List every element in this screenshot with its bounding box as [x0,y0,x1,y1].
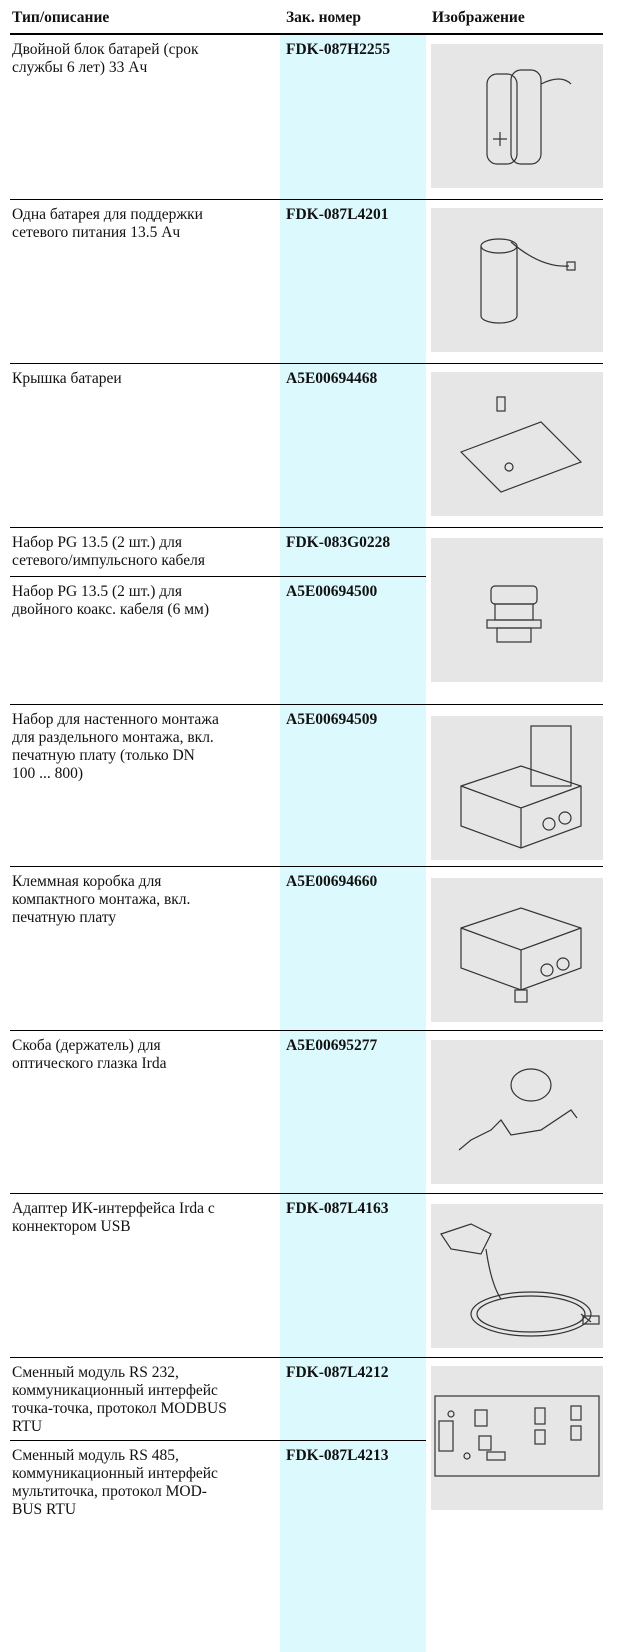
image-bracket [431,1040,603,1184]
image-cable-gland [431,538,603,682]
order-number: A5E00694500 [286,583,378,600]
order-number: FDK-087H2255 [286,41,391,58]
header-cell: Зак. номер [286,9,362,26]
row-rule [10,527,603,528]
order-number: A5E00694468 [286,370,378,387]
row-rule [10,1030,603,1031]
description-line: коммуникационный интерфейс [12,1465,218,1482]
row-rule [10,1193,603,1194]
description-line: Крышка батареи [12,370,122,387]
order-number: A5E00694660 [286,873,378,890]
image-battery [431,208,603,352]
description-line: оптического глазка Irda [12,1055,167,1072]
row-rule [10,363,603,364]
sub-row-rule [10,1440,426,1441]
image-usb-adapter [431,1204,603,1348]
order-number: FDK-083G0228 [286,534,391,551]
description-line: RTU [12,1418,43,1435]
order-number: FDK-087L4201 [286,206,389,223]
image-battery-pack [431,44,603,188]
row-rule [10,199,603,200]
description-line: Одна батарея для поддержки [12,206,203,223]
description-line: Двойной блок батарей (срок [12,41,199,58]
description-line: Набор для настенного монтажа [12,711,219,728]
description-line: сетевого питания 13.5 Ач [12,224,181,241]
sub-row-rule [10,576,426,577]
description-line: коммуникационный интерфейс [12,1382,218,1399]
image-cover [431,372,603,516]
order-number: FDK-087L4212 [286,1364,389,1381]
description-line: BUS RTU [12,1501,77,1518]
description-line: Сменный модуль RS 232, [12,1364,179,1381]
image-module [431,1366,603,1510]
description-line: службы 6 лет) 33 Ач [12,59,148,76]
order-number: A5E00694509 [286,711,378,728]
description-line: сетевого/импульсного кабеля [12,552,205,569]
column-highlight [280,34,426,1652]
description-line: 100 ... 800) [12,765,84,782]
description-line: компактного монтажа, вкл. [12,891,191,908]
image-terminal-box [431,878,603,1022]
description-line: Адаптер ИК-интерфейса Irda с [12,1200,215,1217]
description-line: для раздельного монтажа, вкл. [12,729,214,746]
description-line: двойного коакс. кабеля (6 мм) [12,601,209,618]
row-rule [10,34,603,35]
row-rule [10,704,603,705]
description-line: Скоба (держатель) для [12,1037,161,1054]
order-number: FDK-087L4213 [286,1447,389,1464]
header-cell: Изображение [432,9,525,26]
row-rule [10,1357,603,1358]
description-line: Набор PG 13.5 (2 шт.) для [12,583,183,600]
description-line: печатную плату [12,909,117,926]
description-line: печатную плату (только DN [12,747,195,764]
description-line: Клеммная коробка для [12,873,162,890]
order-number: A5E00695277 [286,1037,378,1054]
header-cell: Тип/описание [12,9,110,26]
image-wall-mount-kit [431,716,603,860]
order-number: FDK-087L4163 [286,1200,389,1217]
description-line: коннектором USB [12,1218,131,1235]
description-line: Сменный модуль RS 485, [12,1447,179,1464]
row-rule [10,866,603,867]
description-line: Набор PG 13.5 (2 шт.) для [12,534,183,551]
description-line: точка-точка, протокол MODBUS [12,1400,227,1417]
description-line: мультиточка, протокол MOD- [12,1483,207,1500]
